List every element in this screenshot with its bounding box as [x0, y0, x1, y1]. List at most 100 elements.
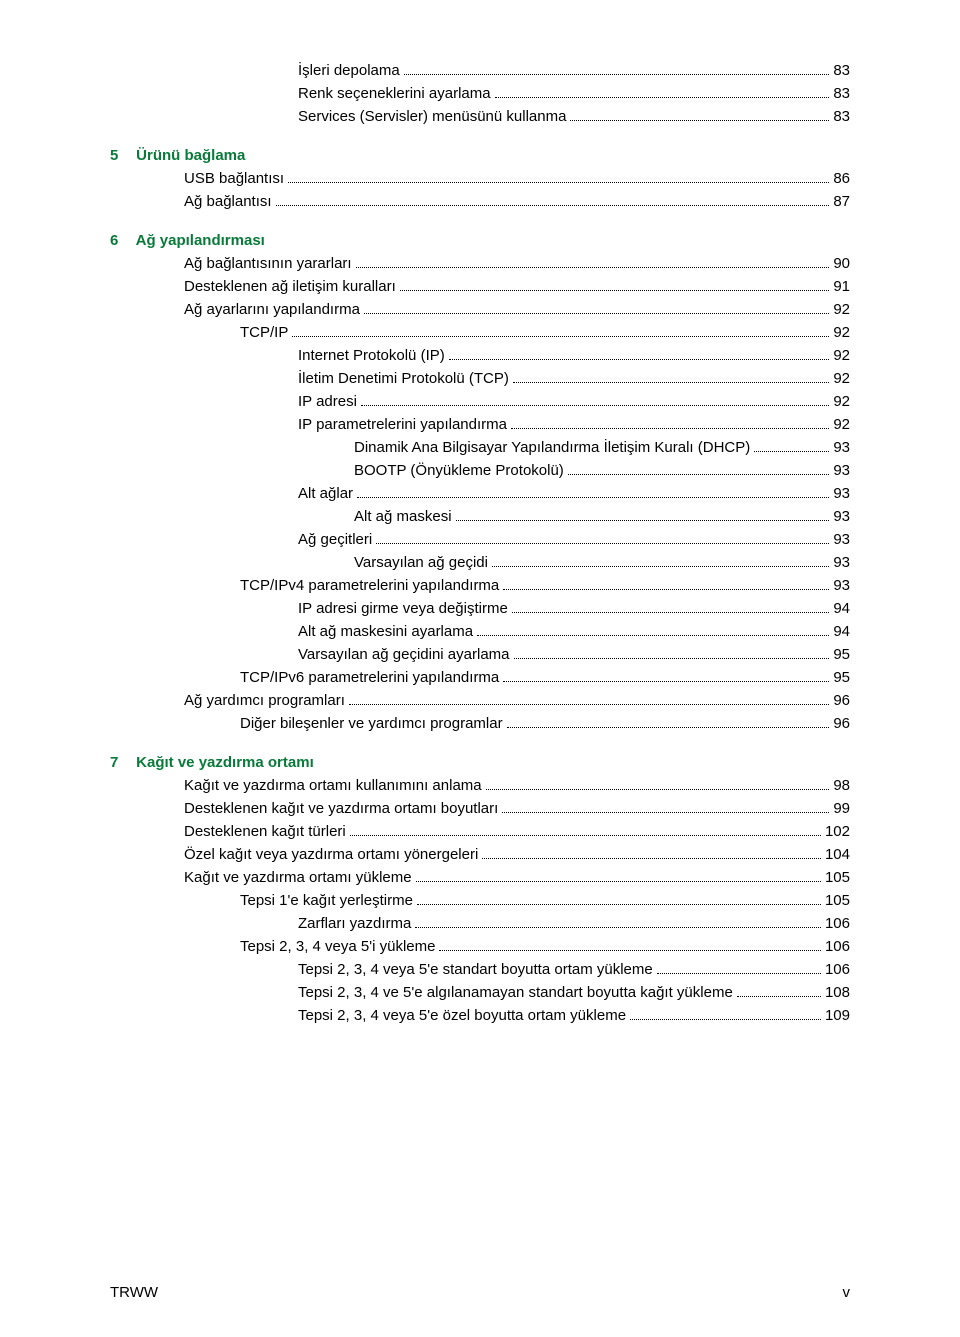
toc-dot-leader — [507, 727, 830, 728]
toc-entry[interactable]: Varsayılan ağ geçidi 93 — [354, 554, 850, 571]
toc-entry-label: TCP/IPv6 parametrelerini yapılandırma — [240, 669, 499, 686]
toc-entry-label: Desteklenen kağıt ve yazdırma ortamı boy… — [184, 800, 498, 817]
toc-entry-label: TCP/IP — [240, 324, 288, 341]
toc-entry-page: 102 — [825, 823, 850, 840]
toc-entry-page: 93 — [833, 531, 850, 548]
toc-entry[interactable]: IP adresi girme veya değiştirme 94 — [298, 600, 850, 617]
toc-entry-page: 93 — [833, 439, 850, 456]
footer-right: v — [843, 1284, 851, 1301]
toc-entry[interactable]: Kağıt ve yazdırma ortamı yükleme 105 — [184, 869, 850, 886]
toc-entry-label: Ağ geçitleri — [298, 531, 372, 548]
toc-entry[interactable]: Alt ağlar 93 — [298, 485, 850, 502]
toc-entry-page: 99 — [833, 800, 850, 817]
toc-entry[interactable]: Desteklenen kağıt ve yazdırma ortamı boy… — [184, 800, 850, 817]
toc-entry-label: Ağ bağlantısının yararları — [184, 255, 352, 272]
toc-entry-page: 91 — [833, 278, 850, 295]
toc-dot-leader — [376, 543, 829, 544]
toc-dot-leader — [737, 996, 821, 997]
toc-entry[interactable]: Services (Servisler) menüsünü kullanma 8… — [298, 108, 850, 125]
toc-entry-label: Ağ yardımcı programları — [184, 692, 345, 709]
toc-dot-leader — [356, 267, 830, 268]
section-5-title: Ürünü bağlama — [136, 147, 245, 164]
toc-entry[interactable]: Alt ağ maskesi 93 — [354, 508, 850, 525]
toc-entry-label: Alt ağ maskesini ayarlama — [298, 623, 473, 640]
toc-dot-leader — [415, 927, 821, 928]
toc-entry[interactable]: IP parametrelerini yapılandırma 92 — [298, 416, 850, 433]
toc-entry[interactable]: TCP/IPv6 parametrelerini yapılandırma 95 — [240, 669, 850, 686]
toc-entry-page: 98 — [833, 777, 850, 794]
toc-dot-leader — [513, 382, 829, 383]
toc-entry-label: Ağ ayarlarını yapılandırma — [184, 301, 360, 318]
toc-entry[interactable]: Tepsi 2, 3, 4 veya 5'e standart boyutta … — [298, 961, 850, 978]
toc-dot-leader — [502, 812, 829, 813]
toc-entry-page: 90 — [833, 255, 850, 272]
toc-entry-label: Renk seçeneklerini ayarlama — [298, 85, 491, 102]
toc-entry-page: 106 — [825, 961, 850, 978]
toc-entry[interactable]: Ağ bağlantısının yararları 90 — [184, 255, 850, 272]
toc-dot-leader — [439, 950, 821, 951]
toc-entry-label: USB bağlantısı — [184, 170, 284, 187]
toc-entry[interactable]: Desteklenen kağıt türleri 102 — [184, 823, 850, 840]
toc-entry-label: Özel kağıt veya yazdırma ortamı yönergel… — [184, 846, 478, 863]
toc-entry[interactable]: Desteklenen ağ iletişim kuralları 91 — [184, 278, 850, 295]
toc-entry-label: Tepsi 2, 3, 4 veya 5'e standart boyutta … — [298, 961, 653, 978]
toc-dot-leader — [486, 789, 830, 790]
section-6-title: Ağ yapılandırması — [136, 232, 265, 249]
toc-entry[interactable]: IP adresi 92 — [298, 393, 850, 410]
toc-entry-label: Desteklenen ağ iletişim kuralları — [184, 278, 396, 295]
toc-dot-leader — [417, 904, 821, 905]
toc-entry[interactable]: TCP/IPv4 parametrelerini yapılandırma 93 — [240, 577, 850, 594]
toc-entry-page: 92 — [833, 301, 850, 318]
toc-entry[interactable]: Dinamik Ana Bilgisayar Yapılandırma İlet… — [354, 439, 850, 456]
toc-entry[interactable]: İletim Denetimi Protokolü (TCP) 92 — [298, 370, 850, 387]
toc-entry[interactable]: USB bağlantısı 86 — [184, 170, 850, 187]
toc-entry-label: Diğer bileşenler ve yardımcı programlar — [240, 715, 503, 732]
section-6-number: 6 — [110, 232, 132, 249]
toc-entry[interactable]: Ağ bağlantısı 87 — [184, 193, 850, 210]
toc-entry[interactable]: Alt ağ maskesini ayarlama 94 — [298, 623, 850, 640]
toc-entry-label: IP adresi girme veya değiştirme — [298, 600, 508, 617]
toc-entry[interactable]: Tepsi 2, 3, 4 veya 5'e özel boyutta orta… — [298, 1007, 850, 1024]
toc-entry-label: TCP/IPv4 parametrelerini yapılandırma — [240, 577, 499, 594]
toc-entry-page: 105 — [825, 869, 850, 886]
toc-entry[interactable]: Diğer bileşenler ve yardımcı programlar … — [240, 715, 850, 732]
toc-entry[interactable]: Ağ ayarlarını yapılandırma 92 — [184, 301, 850, 318]
toc-entry-label: IP adresi — [298, 393, 357, 410]
toc-dot-leader — [288, 182, 829, 183]
toc-entry-page: 92 — [833, 416, 850, 433]
toc-entry[interactable]: Varsayılan ağ geçidini ayarlama 95 — [298, 646, 850, 663]
toc-entry-page: 92 — [833, 347, 850, 364]
toc-entry[interactable]: Tepsi 2, 3, 4 veya 5'i yükleme 106 — [240, 938, 850, 955]
toc-dot-leader — [361, 405, 829, 406]
toc-entry[interactable]: Ağ geçitleri 93 — [298, 531, 850, 548]
toc-entry[interactable]: TCP/IP 92 — [240, 324, 850, 341]
toc-entry-page: 83 — [833, 85, 850, 102]
page: İşleri depolama 83 Renk seçeneklerini aya… — [0, 0, 960, 1337]
toc-entry[interactable]: Internet Protokolü (IP) 92 — [298, 347, 850, 364]
toc-entry[interactable]: Tepsi 1'e kağıt yerleştirme 105 — [240, 892, 850, 909]
toc-dot-leader — [492, 566, 829, 567]
toc-entry-page: 96 — [833, 715, 850, 732]
toc-dot-leader — [495, 97, 830, 98]
toc-entry-label: Alt ağlar — [298, 485, 353, 502]
toc-group-top: İşleri depolama 83 Renk seçeneklerini aya… — [110, 62, 850, 125]
toc-dot-leader — [449, 359, 830, 360]
toc-dot-leader — [477, 635, 829, 636]
toc-dot-leader — [514, 658, 830, 659]
toc-entry[interactable]: Tepsi 2, 3, 4 ve 5'e algılanamayan stand… — [298, 984, 850, 1001]
toc-entry[interactable]: Renk seçeneklerini ayarlama 83 — [298, 85, 850, 102]
toc-entry[interactable]: İşleri depolama 83 — [298, 62, 850, 79]
toc-dot-leader — [292, 336, 829, 337]
toc-entry[interactable]: Özel kağıt veya yazdırma ortamı yönergel… — [184, 846, 850, 863]
footer-left: TRWW — [110, 1284, 158, 1301]
toc-entry-label: Internet Protokolü (IP) — [298, 347, 445, 364]
toc-dot-leader — [511, 428, 829, 429]
toc-entry[interactable]: Ağ yardımcı programları 96 — [184, 692, 850, 709]
toc-dot-leader — [657, 973, 821, 974]
section-6-heading: 6 Ağ yapılandırması — [110, 232, 850, 249]
toc-group-5: USB bağlantısı 86 Ağ bağlantısı 87 — [110, 170, 850, 210]
toc-entry[interactable]: Zarfları yazdırma 106 — [298, 915, 850, 932]
toc-entry[interactable]: BOOTP (Önyükleme Protokolü) 93 — [354, 462, 850, 479]
toc-entry-page: 106 — [825, 915, 850, 932]
toc-entry[interactable]: Kağıt ve yazdırma ortamı kullanımını anl… — [184, 777, 850, 794]
